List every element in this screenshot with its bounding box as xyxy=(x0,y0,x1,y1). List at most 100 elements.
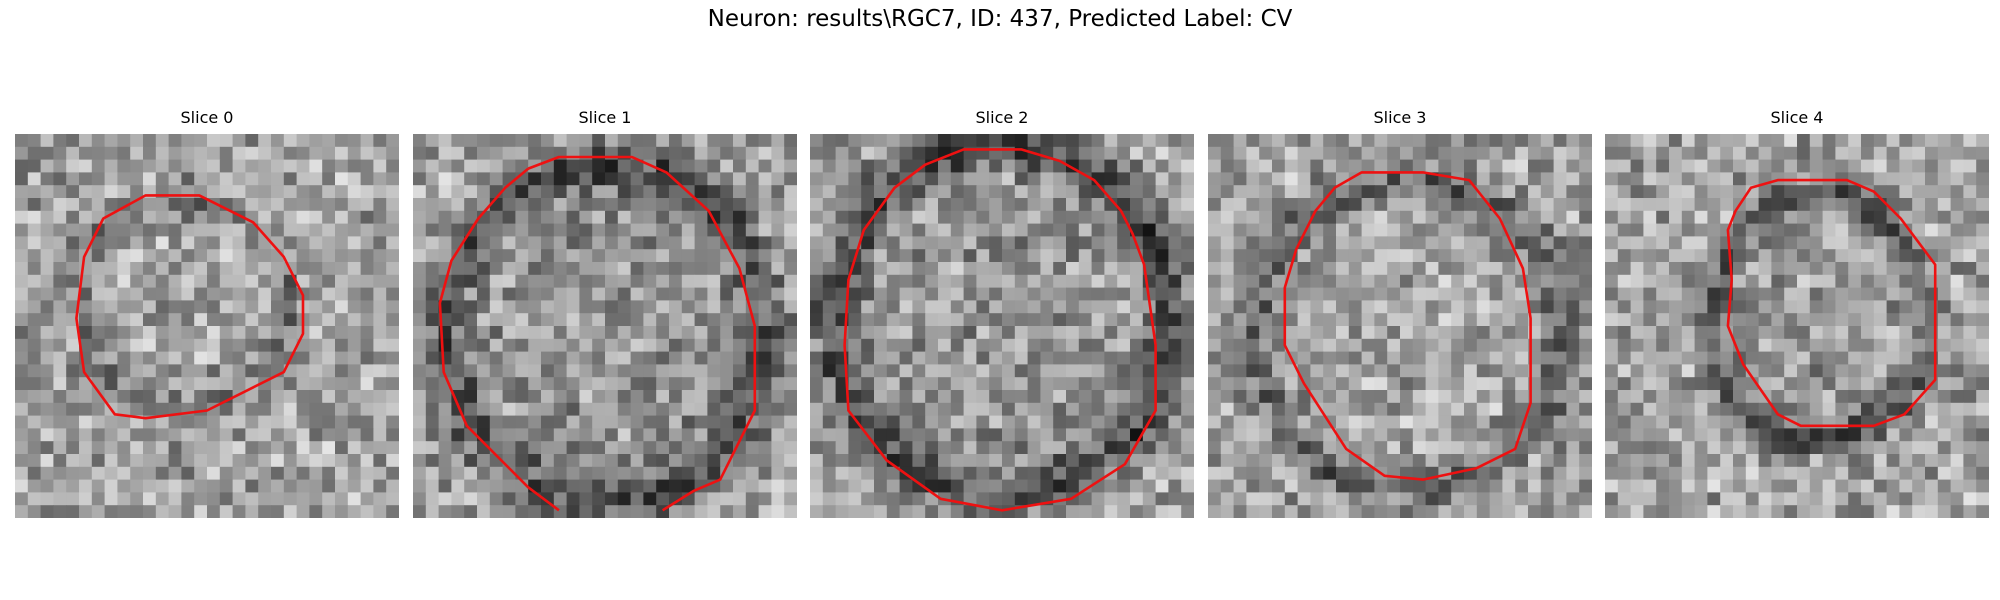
image-pixel xyxy=(233,185,246,198)
image-pixel xyxy=(451,211,464,224)
image-pixel xyxy=(605,249,618,262)
image-pixel xyxy=(413,147,426,160)
image-pixel xyxy=(643,198,656,211)
image-pixel xyxy=(386,288,399,301)
image-pixel xyxy=(1092,300,1105,313)
image-pixel xyxy=(1669,160,1682,173)
image-pixel xyxy=(1631,288,1644,301)
image-pixel xyxy=(194,147,207,160)
image-pixel xyxy=(1707,441,1720,454)
image-pixel xyxy=(15,505,28,518)
image-pixel xyxy=(1502,185,1515,198)
image-pixel xyxy=(592,480,605,493)
image-pixel xyxy=(784,134,797,147)
image-pixel xyxy=(1259,428,1272,441)
image-pixel xyxy=(79,172,92,185)
image-pixel xyxy=(682,300,695,313)
image-pixel xyxy=(1669,249,1682,262)
image-pixel xyxy=(682,428,695,441)
image-pixel xyxy=(1682,505,1695,518)
image-pixel xyxy=(1848,288,1861,301)
image-pixel xyxy=(1566,262,1579,275)
image-pixel xyxy=(707,147,720,160)
image-pixel xyxy=(1374,160,1387,173)
image-pixel xyxy=(1028,339,1041,352)
image-pixel xyxy=(194,160,207,173)
image-pixel xyxy=(733,224,746,237)
image-pixel xyxy=(925,416,938,429)
image-pixel xyxy=(1413,416,1426,429)
image-pixel xyxy=(117,390,130,403)
image-pixel xyxy=(156,377,169,390)
image-pixel xyxy=(1707,198,1720,211)
image-pixel xyxy=(1234,313,1247,326)
image-pixel xyxy=(1887,313,1900,326)
image-pixel xyxy=(413,505,426,518)
image-pixel xyxy=(1349,198,1362,211)
image-pixel xyxy=(1221,454,1234,467)
image-pixel xyxy=(592,288,605,301)
image-pixel xyxy=(41,403,54,416)
image-pixel xyxy=(1066,288,1079,301)
image-pixel xyxy=(258,185,271,198)
image-pixel xyxy=(194,339,207,352)
image-pixel xyxy=(1117,236,1130,249)
image-pixel xyxy=(503,352,516,365)
image-pixel xyxy=(1349,416,1362,429)
image-pixel xyxy=(1362,313,1375,326)
image-pixel xyxy=(130,224,143,237)
image-pixel xyxy=(861,160,874,173)
image-pixel xyxy=(567,160,580,173)
image-pixel xyxy=(1143,236,1156,249)
image-pixel xyxy=(1502,467,1515,480)
image-pixel xyxy=(1963,313,1976,326)
image-pixel xyxy=(733,172,746,185)
image-pixel xyxy=(643,313,656,326)
image-pixel xyxy=(322,467,335,480)
image-pixel xyxy=(1810,454,1823,467)
image-pixel xyxy=(143,288,156,301)
image-pixel xyxy=(1707,224,1720,237)
image-pixel xyxy=(1682,236,1695,249)
image-pixel xyxy=(1053,403,1066,416)
image-pixel xyxy=(1259,300,1272,313)
image-pixel xyxy=(618,326,631,339)
image-pixel xyxy=(117,441,130,454)
image-pixel xyxy=(1963,172,1976,185)
image-pixel xyxy=(373,416,386,429)
image-pixel xyxy=(1221,172,1234,185)
image-pixel xyxy=(605,377,618,390)
image-pixel xyxy=(1285,211,1298,224)
image-pixel xyxy=(1246,288,1259,301)
image-pixel xyxy=(592,134,605,147)
image-pixel xyxy=(1605,249,1618,262)
image-pixel xyxy=(989,172,1002,185)
image-pixel xyxy=(1259,390,1272,403)
image-pixel xyxy=(976,236,989,249)
image-pixel xyxy=(1259,198,1272,211)
image-pixel xyxy=(1464,403,1477,416)
image-pixel xyxy=(1040,364,1053,377)
image-pixel xyxy=(579,313,592,326)
image-pixel xyxy=(1541,172,1554,185)
image-pixel xyxy=(1323,249,1336,262)
image-pixel xyxy=(92,288,105,301)
image-pixel xyxy=(1387,313,1400,326)
image-pixel xyxy=(1362,326,1375,339)
image-pixel xyxy=(695,185,708,198)
image-pixel xyxy=(297,198,310,211)
image-pixel xyxy=(1835,403,1848,416)
image-pixel xyxy=(348,352,361,365)
image-pixel xyxy=(1579,134,1592,147)
image-pixel xyxy=(1874,211,1887,224)
image-pixel xyxy=(1899,275,1912,288)
image-pixel xyxy=(1976,454,1989,467)
image-pixel xyxy=(1899,300,1912,313)
image-pixel xyxy=(1874,236,1887,249)
image-pixel xyxy=(1656,492,1669,505)
image-pixel xyxy=(490,147,503,160)
image-pixel xyxy=(1298,313,1311,326)
image-pixel xyxy=(1400,352,1413,365)
image-pixel xyxy=(1643,313,1656,326)
image-pixel xyxy=(1631,249,1644,262)
